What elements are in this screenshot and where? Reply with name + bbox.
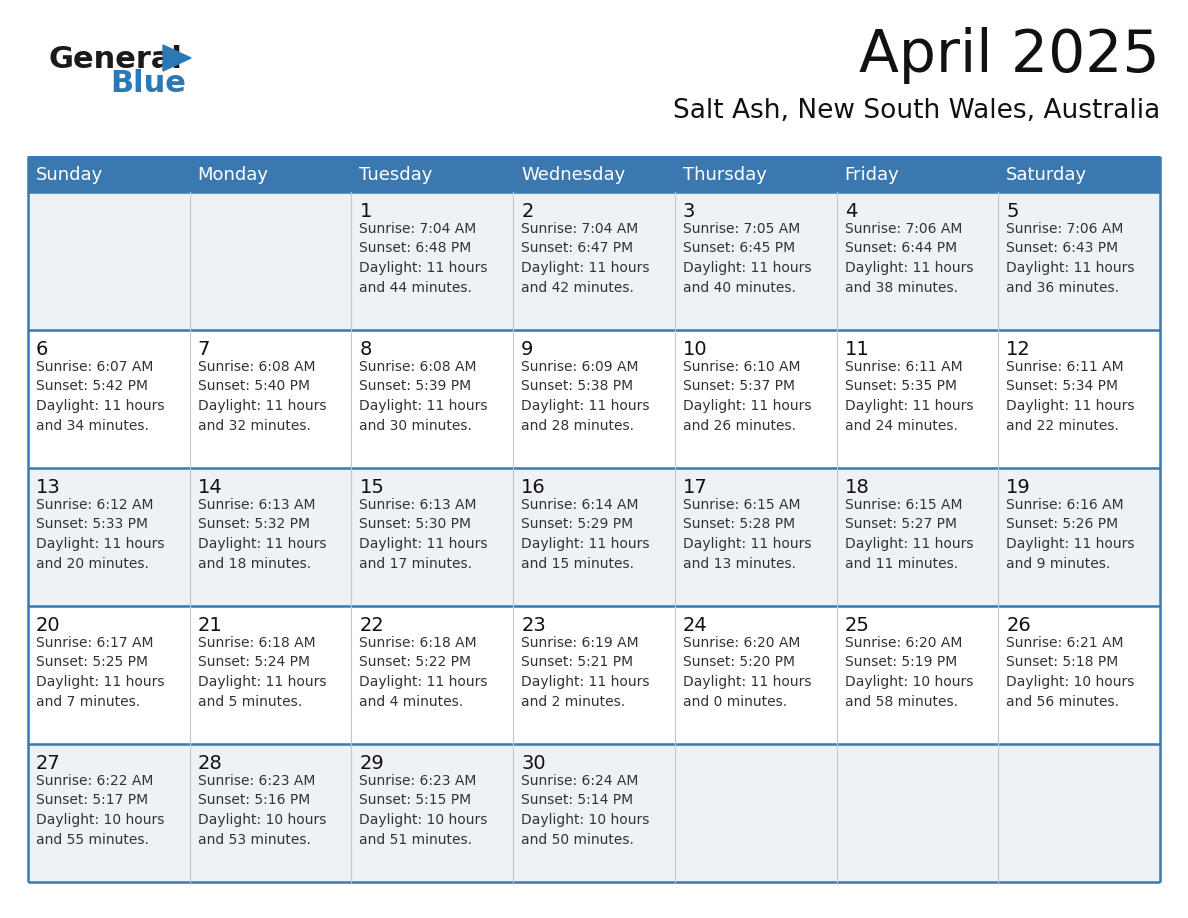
Text: Monday: Monday xyxy=(197,166,268,184)
Text: 23: 23 xyxy=(522,616,546,635)
Text: 4: 4 xyxy=(845,202,857,221)
Bar xyxy=(29,744,1159,882)
Text: 12: 12 xyxy=(1006,340,1031,359)
Text: Sunrise: 6:08 AM
Sunset: 5:39 PM
Daylight: 11 hours
and 30 minutes.: Sunrise: 6:08 AM Sunset: 5:39 PM Dayligh… xyxy=(360,360,488,432)
Text: General: General xyxy=(48,45,182,74)
Text: Saturday: Saturday xyxy=(1006,166,1087,184)
Text: Sunrise: 6:12 AM
Sunset: 5:33 PM
Daylight: 11 hours
and 20 minutes.: Sunrise: 6:12 AM Sunset: 5:33 PM Dayligh… xyxy=(36,498,164,570)
Bar xyxy=(836,156,998,192)
Bar xyxy=(29,606,1159,744)
Text: Sunrise: 6:07 AM
Sunset: 5:42 PM
Daylight: 11 hours
and 34 minutes.: Sunrise: 6:07 AM Sunset: 5:42 PM Dayligh… xyxy=(36,360,164,432)
Text: Sunrise: 6:13 AM
Sunset: 5:30 PM
Daylight: 11 hours
and 17 minutes.: Sunrise: 6:13 AM Sunset: 5:30 PM Dayligh… xyxy=(360,498,488,570)
Text: Sunrise: 6:11 AM
Sunset: 5:35 PM
Daylight: 11 hours
and 24 minutes.: Sunrise: 6:11 AM Sunset: 5:35 PM Dayligh… xyxy=(845,360,973,432)
Text: 26: 26 xyxy=(1006,616,1031,635)
Text: 9: 9 xyxy=(522,340,533,359)
Text: Sunrise: 6:08 AM
Sunset: 5:40 PM
Daylight: 11 hours
and 32 minutes.: Sunrise: 6:08 AM Sunset: 5:40 PM Dayligh… xyxy=(197,360,327,432)
Text: 21: 21 xyxy=(197,616,222,635)
Text: Sunrise: 6:10 AM
Sunset: 5:37 PM
Daylight: 11 hours
and 26 minutes.: Sunrise: 6:10 AM Sunset: 5:37 PM Dayligh… xyxy=(683,360,811,432)
Bar xyxy=(513,156,675,192)
Text: Sunrise: 6:11 AM
Sunset: 5:34 PM
Daylight: 11 hours
and 22 minutes.: Sunrise: 6:11 AM Sunset: 5:34 PM Dayligh… xyxy=(1006,360,1135,432)
Text: 15: 15 xyxy=(360,478,384,497)
Text: Sunrise: 6:19 AM
Sunset: 5:21 PM
Daylight: 11 hours
and 2 minutes.: Sunrise: 6:19 AM Sunset: 5:21 PM Dayligh… xyxy=(522,636,650,709)
Text: Salt Ash, New South Wales, Australia: Salt Ash, New South Wales, Australia xyxy=(672,98,1159,124)
Text: 25: 25 xyxy=(845,616,870,635)
Text: Sunrise: 7:06 AM
Sunset: 6:43 PM
Daylight: 11 hours
and 36 minutes.: Sunrise: 7:06 AM Sunset: 6:43 PM Dayligh… xyxy=(1006,222,1135,295)
Bar xyxy=(190,156,352,192)
Text: Blue: Blue xyxy=(110,69,185,98)
Text: Sunrise: 6:22 AM
Sunset: 5:17 PM
Daylight: 10 hours
and 55 minutes.: Sunrise: 6:22 AM Sunset: 5:17 PM Dayligh… xyxy=(36,774,164,846)
Text: Sunrise: 7:06 AM
Sunset: 6:44 PM
Daylight: 11 hours
and 38 minutes.: Sunrise: 7:06 AM Sunset: 6:44 PM Dayligh… xyxy=(845,222,973,295)
Text: Tuesday: Tuesday xyxy=(360,166,432,184)
Text: 5: 5 xyxy=(1006,202,1019,221)
Text: 22: 22 xyxy=(360,616,384,635)
Text: 20: 20 xyxy=(36,616,61,635)
Text: Sunrise: 7:04 AM
Sunset: 6:47 PM
Daylight: 11 hours
and 42 minutes.: Sunrise: 7:04 AM Sunset: 6:47 PM Dayligh… xyxy=(522,222,650,295)
Text: Sunrise: 6:18 AM
Sunset: 5:24 PM
Daylight: 11 hours
and 5 minutes.: Sunrise: 6:18 AM Sunset: 5:24 PM Dayligh… xyxy=(197,636,327,709)
Polygon shape xyxy=(163,45,191,71)
Text: Sunrise: 6:23 AM
Sunset: 5:16 PM
Daylight: 10 hours
and 53 minutes.: Sunrise: 6:23 AM Sunset: 5:16 PM Dayligh… xyxy=(197,774,326,846)
Text: 10: 10 xyxy=(683,340,708,359)
Bar xyxy=(29,330,1159,468)
Text: Sunrise: 7:05 AM
Sunset: 6:45 PM
Daylight: 11 hours
and 40 minutes.: Sunrise: 7:05 AM Sunset: 6:45 PM Dayligh… xyxy=(683,222,811,295)
Text: Sunrise: 7:04 AM
Sunset: 6:48 PM
Daylight: 11 hours
and 44 minutes.: Sunrise: 7:04 AM Sunset: 6:48 PM Dayligh… xyxy=(360,222,488,295)
Text: Sunrise: 6:20 AM
Sunset: 5:20 PM
Daylight: 11 hours
and 0 minutes.: Sunrise: 6:20 AM Sunset: 5:20 PM Dayligh… xyxy=(683,636,811,709)
Text: 16: 16 xyxy=(522,478,546,497)
Text: 7: 7 xyxy=(197,340,210,359)
Text: 18: 18 xyxy=(845,478,870,497)
Text: Sunrise: 6:13 AM
Sunset: 5:32 PM
Daylight: 11 hours
and 18 minutes.: Sunrise: 6:13 AM Sunset: 5:32 PM Dayligh… xyxy=(197,498,327,570)
Text: 29: 29 xyxy=(360,754,384,773)
Text: Thursday: Thursday xyxy=(683,166,766,184)
Text: Sunrise: 6:23 AM
Sunset: 5:15 PM
Daylight: 10 hours
and 51 minutes.: Sunrise: 6:23 AM Sunset: 5:15 PM Dayligh… xyxy=(360,774,488,846)
Text: Wednesday: Wednesday xyxy=(522,166,625,184)
Text: 17: 17 xyxy=(683,478,708,497)
Text: Sunrise: 6:15 AM
Sunset: 5:27 PM
Daylight: 11 hours
and 11 minutes.: Sunrise: 6:15 AM Sunset: 5:27 PM Dayligh… xyxy=(845,498,973,570)
Text: 8: 8 xyxy=(360,340,372,359)
Text: 19: 19 xyxy=(1006,478,1031,497)
Text: Sunrise: 6:14 AM
Sunset: 5:29 PM
Daylight: 11 hours
and 15 minutes.: Sunrise: 6:14 AM Sunset: 5:29 PM Dayligh… xyxy=(522,498,650,570)
Text: Friday: Friday xyxy=(845,166,899,184)
Text: 24: 24 xyxy=(683,616,708,635)
Text: 11: 11 xyxy=(845,340,870,359)
Text: 27: 27 xyxy=(36,754,61,773)
Text: 13: 13 xyxy=(36,478,61,497)
Text: Sunday: Sunday xyxy=(36,166,103,184)
Text: April 2025: April 2025 xyxy=(859,27,1159,84)
Text: 3: 3 xyxy=(683,202,695,221)
Bar xyxy=(29,156,190,192)
Text: Sunrise: 6:09 AM
Sunset: 5:38 PM
Daylight: 11 hours
and 28 minutes.: Sunrise: 6:09 AM Sunset: 5:38 PM Dayligh… xyxy=(522,360,650,432)
Bar xyxy=(675,156,836,192)
Text: 2: 2 xyxy=(522,202,533,221)
Text: 30: 30 xyxy=(522,754,545,773)
Text: Sunrise: 6:21 AM
Sunset: 5:18 PM
Daylight: 10 hours
and 56 minutes.: Sunrise: 6:21 AM Sunset: 5:18 PM Dayligh… xyxy=(1006,636,1135,709)
Text: Sunrise: 6:24 AM
Sunset: 5:14 PM
Daylight: 10 hours
and 50 minutes.: Sunrise: 6:24 AM Sunset: 5:14 PM Dayligh… xyxy=(522,774,650,846)
Text: 6: 6 xyxy=(36,340,49,359)
Bar xyxy=(998,156,1159,192)
Text: 1: 1 xyxy=(360,202,372,221)
Bar xyxy=(352,156,513,192)
Text: 28: 28 xyxy=(197,754,222,773)
Text: Sunrise: 6:15 AM
Sunset: 5:28 PM
Daylight: 11 hours
and 13 minutes.: Sunrise: 6:15 AM Sunset: 5:28 PM Dayligh… xyxy=(683,498,811,570)
Text: Sunrise: 6:18 AM
Sunset: 5:22 PM
Daylight: 11 hours
and 4 minutes.: Sunrise: 6:18 AM Sunset: 5:22 PM Dayligh… xyxy=(360,636,488,709)
Text: Sunrise: 6:16 AM
Sunset: 5:26 PM
Daylight: 11 hours
and 9 minutes.: Sunrise: 6:16 AM Sunset: 5:26 PM Dayligh… xyxy=(1006,498,1135,570)
Bar xyxy=(29,192,1159,330)
Bar xyxy=(29,468,1159,606)
Text: 14: 14 xyxy=(197,478,222,497)
Text: Sunrise: 6:20 AM
Sunset: 5:19 PM
Daylight: 10 hours
and 58 minutes.: Sunrise: 6:20 AM Sunset: 5:19 PM Dayligh… xyxy=(845,636,973,709)
Text: Sunrise: 6:17 AM
Sunset: 5:25 PM
Daylight: 11 hours
and 7 minutes.: Sunrise: 6:17 AM Sunset: 5:25 PM Dayligh… xyxy=(36,636,164,709)
